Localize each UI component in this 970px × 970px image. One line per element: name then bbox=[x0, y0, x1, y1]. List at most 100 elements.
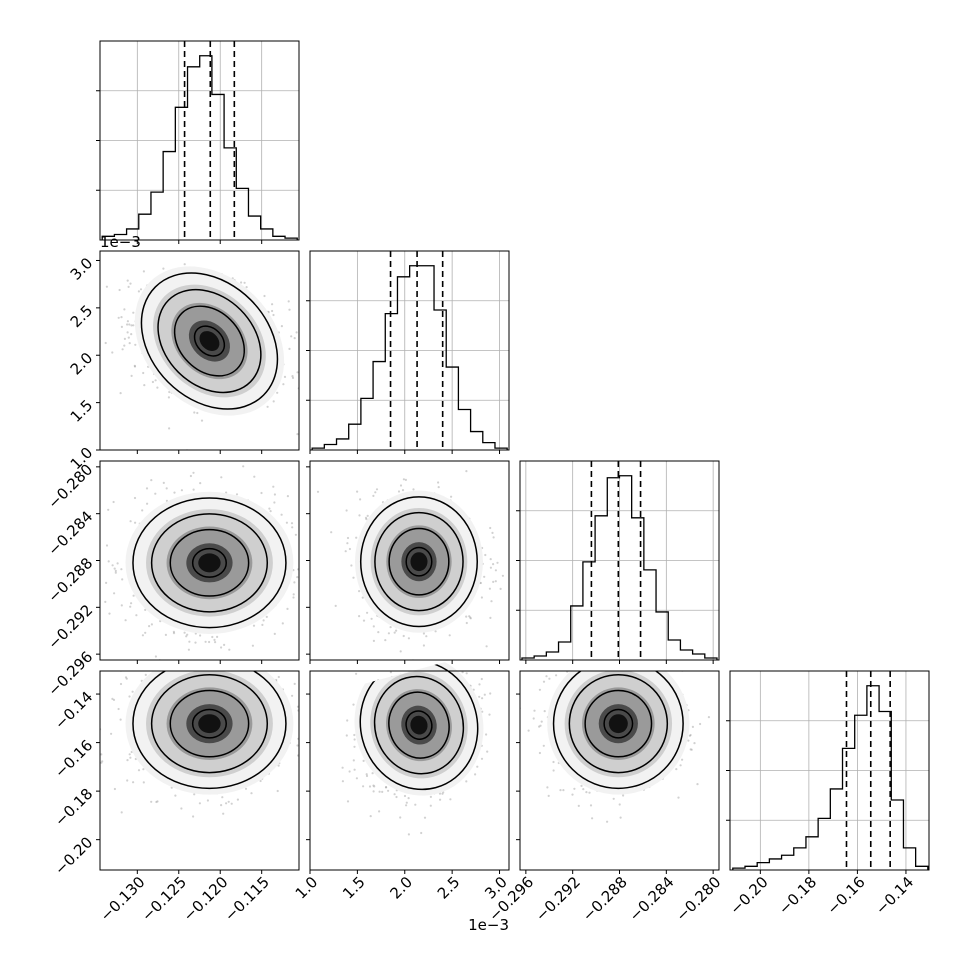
scatter-point bbox=[220, 804, 223, 807]
scatter-point bbox=[144, 631, 147, 634]
scatter-point bbox=[113, 567, 116, 570]
scatter-point bbox=[183, 263, 186, 266]
scatter-point bbox=[370, 617, 373, 620]
density-fill-5 bbox=[198, 553, 221, 573]
scatter-point bbox=[244, 787, 248, 790]
scatter-point bbox=[489, 692, 492, 695]
scatter-point bbox=[168, 427, 171, 430]
scatter-point bbox=[116, 562, 119, 565]
scatter-point bbox=[384, 639, 387, 642]
scatter-point bbox=[150, 800, 153, 803]
scatter-point bbox=[399, 650, 402, 653]
scatter-point bbox=[272, 485, 275, 488]
scatter-point bbox=[150, 479, 153, 482]
scatter-point bbox=[448, 634, 451, 637]
scatter-panel-frame bbox=[309, 670, 510, 871]
scatter-point bbox=[365, 774, 369, 778]
scatter-point bbox=[273, 501, 276, 504]
scatter-point bbox=[167, 396, 170, 399]
scatter-point bbox=[142, 781, 145, 784]
scatter-point bbox=[547, 794, 550, 798]
scatter-panel-1-4 bbox=[96, 670, 300, 874]
scatter-point bbox=[277, 675, 280, 679]
scatter-point bbox=[107, 560, 110, 563]
contour-level-3 bbox=[388, 691, 450, 759]
contour-level-4 bbox=[405, 546, 433, 577]
scatter-point bbox=[112, 698, 116, 702]
scatter-point bbox=[295, 331, 298, 334]
scatter-point bbox=[485, 645, 488, 648]
scatter-point bbox=[137, 290, 140, 293]
scatter-point bbox=[245, 286, 248, 289]
scatter-point bbox=[316, 490, 320, 493]
scatter-point bbox=[465, 615, 468, 618]
scatter-point bbox=[362, 759, 365, 763]
scatter-point bbox=[399, 484, 403, 487]
contour-level-1 bbox=[132, 497, 287, 629]
scatter-point bbox=[291, 526, 294, 529]
scatter-point bbox=[121, 348, 124, 351]
histogram-panel-frame bbox=[519, 460, 720, 661]
scatter-point bbox=[111, 697, 114, 701]
contour-level-1 bbox=[140, 272, 279, 410]
scatter-point bbox=[362, 785, 365, 788]
scatter-point bbox=[230, 802, 233, 805]
scatter-point bbox=[154, 379, 157, 382]
scatter-point bbox=[220, 646, 223, 649]
scatter-point bbox=[618, 803, 621, 806]
scatter-point bbox=[348, 770, 351, 773]
scatter-point bbox=[117, 707, 120, 711]
scatter-point bbox=[429, 795, 432, 799]
scatter-point bbox=[213, 638, 216, 642]
scatter-point bbox=[200, 419, 204, 422]
scatter-point bbox=[192, 471, 195, 474]
scatter-point bbox=[414, 803, 417, 806]
scatter-point bbox=[490, 600, 493, 603]
scatter-point bbox=[126, 779, 129, 782]
scatter-point bbox=[403, 794, 407, 798]
scatter-point bbox=[374, 491, 377, 494]
contour-level-4 bbox=[193, 325, 226, 357]
scatter-point bbox=[250, 792, 253, 795]
scatter-point bbox=[128, 695, 131, 698]
scatter-point bbox=[355, 672, 358, 675]
scatter-point bbox=[104, 600, 107, 604]
scatter-point bbox=[127, 336, 130, 339]
scatter-point bbox=[501, 574, 504, 577]
scatter-point bbox=[263, 294, 266, 298]
scatter-point bbox=[395, 629, 398, 632]
contour-level-3 bbox=[173, 305, 246, 377]
scatter-point bbox=[131, 690, 134, 693]
scatter-point bbox=[104, 341, 107, 345]
scatter-point bbox=[348, 547, 351, 551]
histogram-step-line bbox=[521, 475, 718, 660]
scatter-point bbox=[573, 787, 576, 790]
scatter-point bbox=[260, 491, 263, 495]
scatter-point bbox=[346, 536, 350, 540]
scatter-point bbox=[372, 625, 375, 628]
scatter-point bbox=[371, 772, 374, 775]
scatter-point bbox=[126, 323, 129, 326]
scatter-point bbox=[187, 648, 190, 651]
scatter-point bbox=[352, 576, 355, 579]
scatter-point bbox=[355, 536, 358, 539]
scatter-point bbox=[132, 594, 135, 597]
scatter-point bbox=[468, 615, 471, 618]
scatter-point bbox=[491, 531, 494, 535]
contour-level-3 bbox=[388, 527, 450, 596]
scatter-point bbox=[130, 602, 133, 605]
histogram-panel-1 bbox=[96, 40, 300, 244]
scatter-point bbox=[293, 682, 296, 686]
scatter-point bbox=[355, 777, 358, 780]
scatter-point bbox=[291, 375, 294, 378]
scatter-point bbox=[353, 768, 356, 771]
contour-level-1 bbox=[359, 496, 479, 628]
scatter-point bbox=[434, 630, 437, 633]
scatter-point bbox=[481, 697, 484, 700]
scatter-point bbox=[361, 596, 364, 599]
scatter-point bbox=[105, 581, 108, 585]
scatter-point bbox=[143, 384, 146, 387]
contour-level-4 bbox=[405, 710, 433, 740]
scatter-point bbox=[399, 816, 402, 819]
scatter-point bbox=[296, 371, 299, 374]
